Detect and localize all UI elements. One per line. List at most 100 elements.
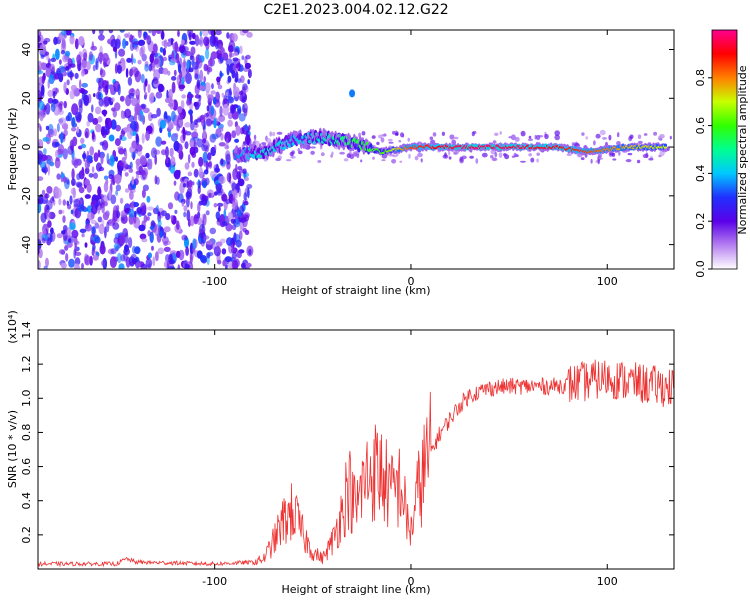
noise-blob xyxy=(80,97,83,109)
noise-blob xyxy=(188,179,193,188)
noise-blob xyxy=(184,122,191,128)
noise-blob xyxy=(208,58,215,67)
noise-blob xyxy=(216,76,221,83)
noise-blob xyxy=(155,251,159,262)
noise-blob xyxy=(81,82,88,88)
noise-blob xyxy=(140,104,146,109)
noise-blob xyxy=(91,130,95,140)
noise-blob xyxy=(247,68,252,79)
noise-blob xyxy=(218,142,226,147)
noise-blob xyxy=(454,136,459,140)
noise-blob xyxy=(126,127,133,140)
noise-blob xyxy=(381,133,387,137)
noise-blob xyxy=(499,131,502,135)
noise-blob xyxy=(76,126,80,133)
snr-series xyxy=(38,359,674,568)
noise-blob xyxy=(101,260,106,267)
noise-blob xyxy=(190,201,193,210)
noise-blob xyxy=(236,209,242,218)
noise-blob xyxy=(414,155,419,161)
noise-blob xyxy=(229,104,235,114)
noise-blob xyxy=(234,138,240,143)
noise-blob xyxy=(205,48,210,60)
noise-blob xyxy=(226,32,230,39)
noise-blob xyxy=(241,262,246,269)
noise-blob xyxy=(38,100,45,111)
noise-blob xyxy=(186,180,190,188)
noise-blob xyxy=(154,224,161,237)
noise-blob xyxy=(88,173,94,178)
noise-blob xyxy=(89,146,95,156)
noise-blob xyxy=(131,97,138,107)
noise-blob xyxy=(56,123,60,133)
noise-blob xyxy=(599,129,606,136)
noise-blob xyxy=(140,155,146,163)
noise-blob xyxy=(247,187,250,199)
noise-blob xyxy=(60,30,67,36)
noise-blob xyxy=(245,54,251,60)
colorbar-tick-label: 0.2 xyxy=(694,212,707,230)
noise-blob xyxy=(248,248,252,256)
noise-blob xyxy=(38,35,41,43)
colorbar-tick-label: 0.8 xyxy=(694,69,707,87)
noise-blob xyxy=(128,208,135,218)
noise-blob xyxy=(63,100,67,109)
noise-blob xyxy=(163,246,171,252)
noise-blob xyxy=(38,176,44,181)
noise-blob xyxy=(159,46,164,53)
noise-blob xyxy=(57,144,65,154)
noise-blob xyxy=(216,202,224,207)
noise-blob xyxy=(155,91,163,99)
noise-blob xyxy=(228,172,232,184)
noise-blob xyxy=(160,30,165,40)
noise-blob xyxy=(290,155,296,159)
noise-blob xyxy=(94,222,100,229)
noise-blob xyxy=(120,110,124,119)
noise-blob xyxy=(121,216,125,222)
noise-blob xyxy=(494,132,499,136)
noise-blob xyxy=(244,176,249,182)
noise-blob xyxy=(135,133,139,143)
noise-blob xyxy=(163,232,167,239)
noise-blob xyxy=(71,103,79,116)
noise-blob xyxy=(182,126,186,135)
noise-blob xyxy=(590,158,593,164)
noise-blob xyxy=(378,134,383,139)
noise-blob xyxy=(441,131,445,136)
noise-blob xyxy=(157,83,164,93)
noise-blob xyxy=(177,264,181,269)
noise-blob xyxy=(119,30,125,33)
noise-blob xyxy=(237,166,243,171)
noise-blob xyxy=(643,133,648,136)
noise-blob xyxy=(87,112,94,123)
noise-blob xyxy=(177,30,180,37)
noise-blob xyxy=(216,189,223,196)
noise-blob xyxy=(139,233,147,240)
noise-blob xyxy=(40,212,47,223)
noise-blob xyxy=(160,210,167,217)
noise-blob xyxy=(141,189,146,199)
noise-blob xyxy=(177,193,184,203)
noise-blob xyxy=(67,58,73,68)
noise-blob xyxy=(141,133,145,144)
noise-blob xyxy=(100,154,104,165)
noise-blob xyxy=(102,211,109,221)
noise-blob xyxy=(211,133,219,140)
noise-blob xyxy=(58,209,63,215)
noise-blob xyxy=(119,232,126,245)
noise-blob xyxy=(177,169,181,176)
noise-blob xyxy=(114,102,121,112)
x-tick-label: -100 xyxy=(202,275,227,288)
noise-blob xyxy=(177,106,183,114)
noise-blob xyxy=(161,236,169,244)
noise-blob xyxy=(96,91,101,100)
noise-blob xyxy=(39,160,47,169)
noise-blob xyxy=(617,132,620,138)
noise-blob xyxy=(391,159,397,164)
noise-blob xyxy=(41,237,47,244)
noise-blob xyxy=(185,191,192,198)
noise-blob xyxy=(637,140,643,145)
noise-blob xyxy=(475,158,479,164)
noise-blob xyxy=(231,251,237,259)
noise-blob xyxy=(108,134,115,142)
